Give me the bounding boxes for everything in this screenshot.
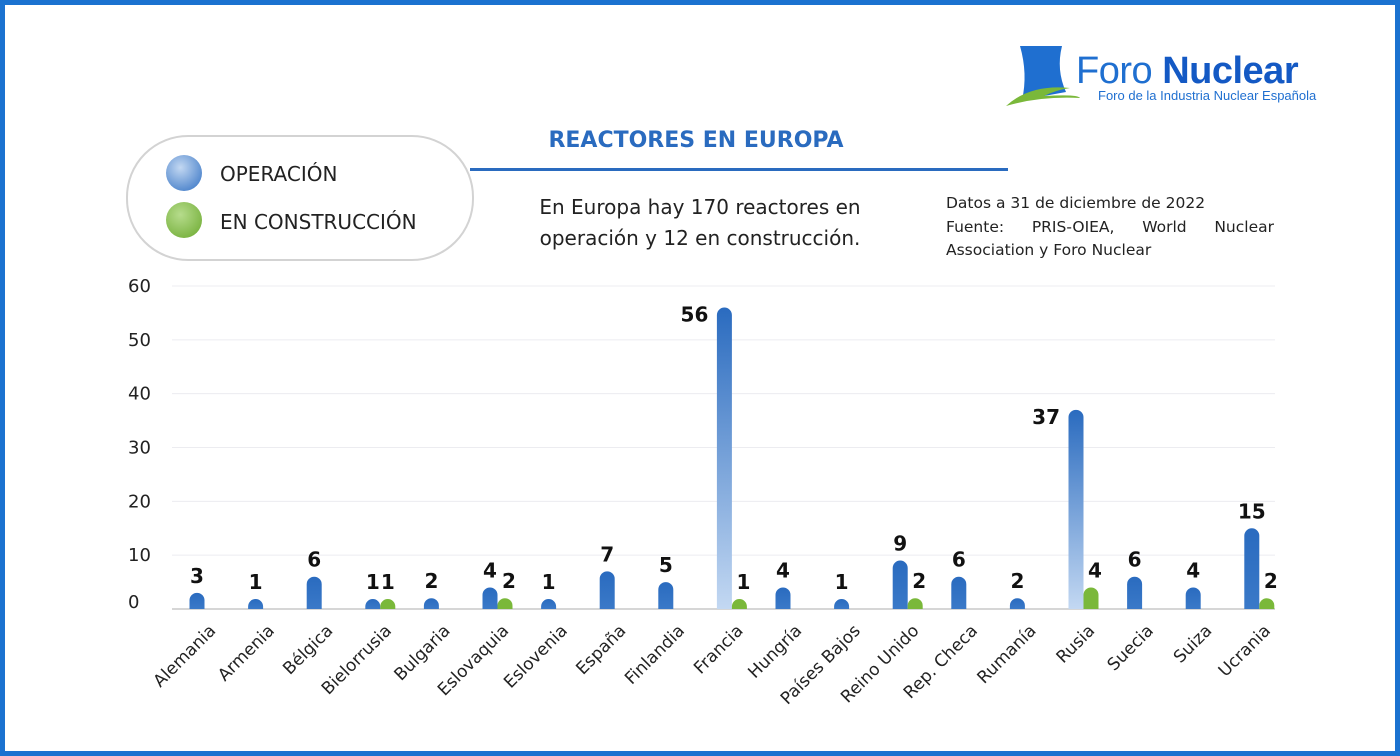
legend-construction-swatch <box>166 202 202 238</box>
value-label: 4 <box>1088 558 1102 582</box>
value-label: 2 <box>502 569 516 593</box>
bar-construction <box>1259 598 1275 609</box>
x-tick-label: Finlandia <box>621 621 689 689</box>
logo-tagline: Foro de la Industria Nuclear Española <box>1098 88 1317 103</box>
x-tick-label: España <box>572 621 630 679</box>
value-label: 2 <box>424 569 438 593</box>
bar-operation <box>1127 576 1143 609</box>
bar-construction <box>1083 587 1099 609</box>
bar-operation <box>658 582 674 609</box>
bar-operation <box>1068 409 1084 609</box>
bar-operation <box>599 571 615 609</box>
legend: OPERACIÓN EN CONSTRUCCIÓN <box>126 135 474 261</box>
bar-construction <box>497 598 513 609</box>
bar-operation <box>834 599 850 609</box>
value-label: 5 <box>659 553 673 577</box>
x-tick-label: Armenia <box>214 621 279 686</box>
bar-operation <box>1244 528 1260 609</box>
x-tick-label: Eslovenia <box>500 621 572 693</box>
value-label: 1 <box>542 570 556 594</box>
value-label: 37 <box>1032 405 1060 429</box>
value-label: 7 <box>600 542 614 566</box>
bar-operation <box>1185 587 1201 609</box>
source-line-1: Datos a 31 de diciembre de 2022 <box>946 194 1206 212</box>
bar-operation <box>716 307 732 609</box>
legend-operation-label: OPERACIÓN <box>220 162 338 186</box>
value-label: 6 <box>1128 548 1142 572</box>
bar-operation <box>892 560 908 609</box>
title-underline <box>470 168 1008 171</box>
summary-line-1: En Europa hay 170 reactores en <box>539 195 861 219</box>
legend-operation-swatch <box>166 155 202 191</box>
x-tick-label: Suecia <box>1104 621 1158 675</box>
source-note: Datos a 31 de diciembre de 2022 Fuente: … <box>946 192 1274 263</box>
value-label: 6 <box>307 548 321 572</box>
x-tick-label: Rusia <box>1053 621 1100 668</box>
bar-operation <box>306 576 322 609</box>
bar-operation <box>423 598 439 609</box>
bar-operation <box>1009 598 1025 609</box>
y-tick-label: 50 <box>128 330 151 351</box>
y-tick-label: 60 <box>128 276 151 297</box>
chart-title: REACTORES EN EUROPA <box>548 128 844 153</box>
bar-operation <box>189 592 205 609</box>
logo-text: Foro Nuclear <box>1076 50 1299 93</box>
bar-operation <box>951 576 967 609</box>
bar-operation <box>365 599 381 609</box>
value-label: 2 <box>1010 569 1024 593</box>
source-line-2: Fuente: PRIS-OIEA, World Nuclear <box>946 217 1274 236</box>
y-tick-label: 0 <box>128 592 139 613</box>
bar-operation <box>482 587 498 609</box>
value-label: 4 <box>776 558 790 582</box>
value-label: 1 <box>736 570 750 594</box>
value-label: 4 <box>1186 558 1200 582</box>
bar-construction <box>731 599 747 609</box>
value-label: 1 <box>381 570 395 594</box>
logo-brand-light: Foro <box>1076 50 1153 92</box>
y-tick-label: 30 <box>128 438 151 459</box>
value-label: 15 <box>1238 499 1266 523</box>
value-label: 1 <box>249 570 263 594</box>
source-line-3: Association y Foro Nuclear <box>946 241 1152 259</box>
summary-text: En Europa hay 170 reactores en operación… <box>490 192 910 254</box>
summary-line-2: operación y 12 en construcción. <box>539 226 861 250</box>
y-tick-label: 40 <box>128 384 151 405</box>
value-label: 2 <box>912 569 926 593</box>
x-tick-label: Francia <box>690 621 747 678</box>
y-tick-label: 10 <box>128 545 151 566</box>
bar-operation <box>541 599 557 609</box>
value-label: 1 <box>835 570 849 594</box>
x-tick-label: Suiza <box>1170 621 1216 667</box>
logo-brand-bold: Nuclear <box>1162 50 1299 92</box>
bar-operation <box>248 599 264 609</box>
foro-nuclear-logo-icon <box>1006 46 1080 106</box>
value-label: 2 <box>1264 569 1278 593</box>
bar-operation <box>775 587 791 609</box>
bar-construction <box>380 599 396 609</box>
x-tick-label: Rumanía <box>974 621 1041 688</box>
value-label: 3 <box>190 564 204 588</box>
value-label: 1 <box>366 570 380 594</box>
value-label: 6 <box>952 548 966 572</box>
legend-construction-label: EN CONSTRUCCIÓN <box>220 210 417 234</box>
x-tick-label: Ucrania <box>1215 621 1275 681</box>
bar-construction <box>907 598 923 609</box>
value-label: 9 <box>893 532 907 556</box>
x-tick-label: Alemania <box>150 621 221 692</box>
y-tick-label: 20 <box>128 491 151 512</box>
value-label: 56 <box>681 303 709 327</box>
x-tick-label: Bélgica <box>279 621 337 679</box>
value-label: 4 <box>483 558 497 582</box>
